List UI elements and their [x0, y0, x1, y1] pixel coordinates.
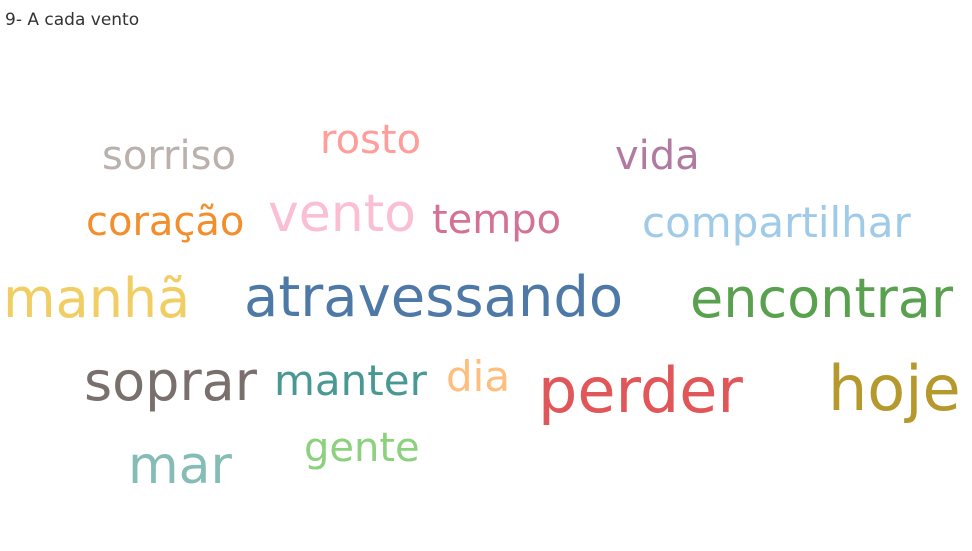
page-title: 9- A cada vento: [5, 10, 140, 30]
word-manhã: manhã: [3, 267, 191, 330]
word-coração: coração: [86, 199, 245, 245]
word-rosto: rosto: [320, 117, 422, 163]
word-dia: dia: [446, 352, 511, 401]
word-mar: mar: [128, 436, 232, 496]
word-vento: vento: [268, 184, 416, 244]
word-soprar: soprar: [84, 350, 257, 413]
word-manter: manter: [274, 356, 427, 405]
word-tempo: tempo: [432, 197, 562, 243]
word-perder: perder: [538, 354, 743, 427]
word-sorriso: sorriso: [102, 133, 236, 179]
word-gente: gente: [304, 425, 420, 471]
word-hoje: hoje: [828, 352, 961, 425]
word-encontrar: encontrar: [690, 267, 954, 330]
word-compartilhar: compartilhar: [642, 198, 911, 247]
word-atravessando: atravessando: [244, 265, 624, 330]
word-vida: vida: [615, 133, 700, 179]
